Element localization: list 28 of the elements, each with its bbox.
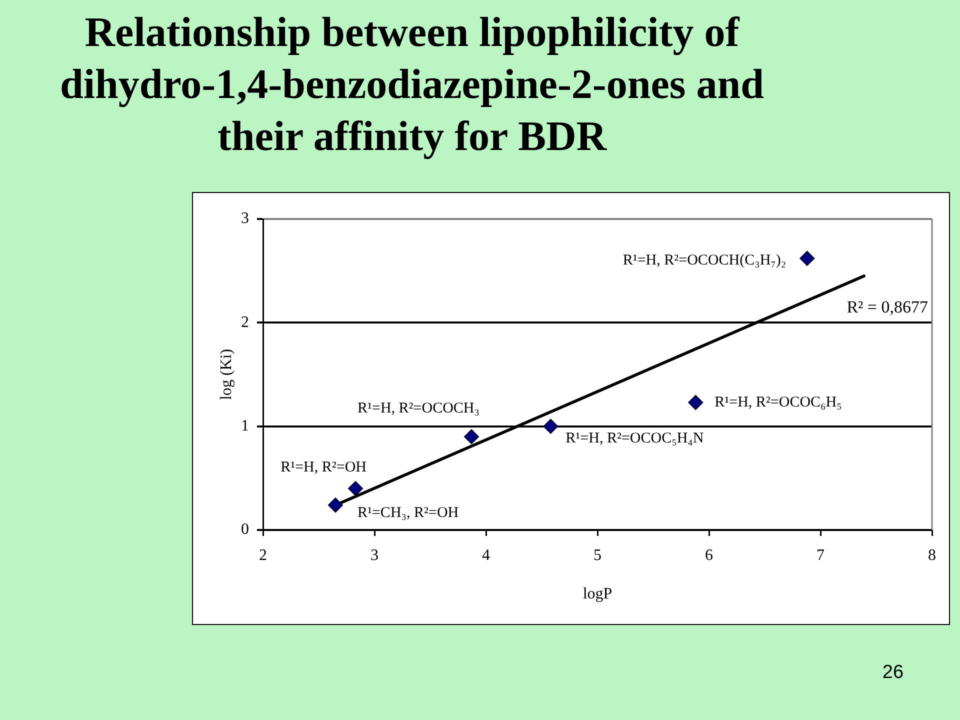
annotation: R¹=H, R²=OCOC₆H₅ [714,394,842,410]
chart-title: Relationship between lipophilicity of dihydro-1,4-benzodiazepine-2-ones and their affinity for BDR [59,9,765,162]
y-tick-label: 0 [241,521,249,538]
x-tick-label: 5 [594,546,602,564]
point [688,394,704,410]
annotation: R¹=H, R²=OH [280,459,367,476]
x-tick-label: 3 [370,546,378,564]
point [464,429,480,444]
point [800,250,815,266]
y-tick-label: 3 [241,210,249,228]
annotation: R² = 0,8677 [846,297,928,316]
x-tick-label: 7 [816,546,824,564]
point [543,418,558,434]
x-axis-title: logP [582,586,612,603]
y-tick-label: 1 [241,418,249,435]
text: 26 [881,662,905,684]
point [328,498,343,513]
annotation: R¹=H, R²=OCOCH₃ [358,400,480,417]
x-tick-label: 2 [259,546,267,564]
x-tick-label: 6 [705,546,713,564]
annotation: R¹=H, R²=OCOCH(C₃H₇)₂ [622,252,786,268]
y-axis-title: log (Ki) [218,348,235,400]
x-tick-label: 8 [928,546,936,564]
point [348,481,364,496]
y-tick-label: 2 [241,314,249,331]
x-tick-label: 4 [482,546,490,564]
annotation: R¹=H, R²=OCOC₅H₄N [566,430,704,446]
annotation: R¹=CH₃, R²=OH [357,505,459,522]
